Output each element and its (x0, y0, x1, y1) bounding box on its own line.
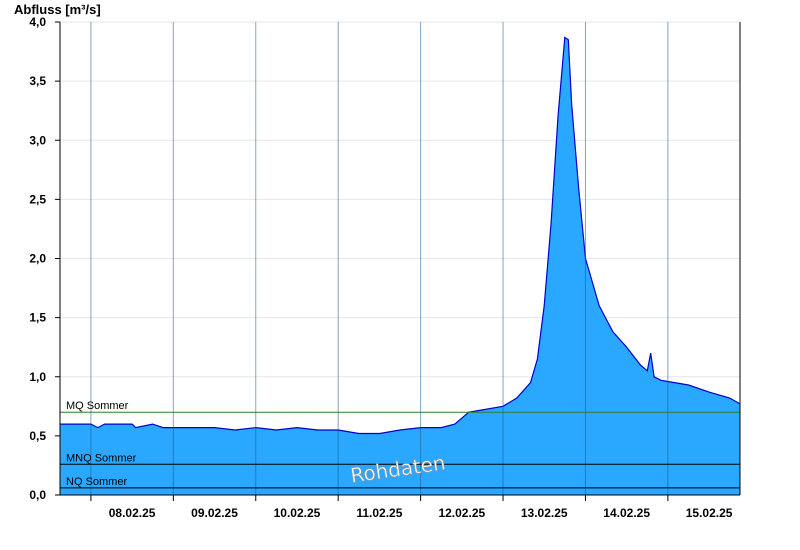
reference-line-label: NQ Sommer (66, 476, 127, 488)
y-tick-label: 1,5 (29, 311, 46, 325)
x-tick-label: 08.02.25 (109, 506, 156, 520)
axes (59, 22, 741, 501)
x-tick-labels: 08.02.25 09.02.25 10.02.25 11.02.25 12.02.25… (109, 506, 733, 520)
x-tick-label: 13.02.25 (521, 506, 568, 520)
y-axis-title: Abfluss [m³/s] (14, 2, 101, 17)
x-tick-label: 12.02.25 (438, 506, 485, 520)
y-tick-label: 0,5 (29, 429, 46, 443)
y-tick-label: 2,0 (29, 252, 46, 266)
reference-line-label: MQ Sommer (66, 400, 129, 412)
x-tick-label: 11.02.25 (356, 506, 402, 520)
x-tick-label: 14.02.25 (603, 506, 650, 520)
y-tick-label: 3,5 (29, 74, 46, 88)
y-tick-label: 2,5 (29, 192, 46, 206)
x-tick-label: 15.02.25 (686, 506, 733, 520)
discharge-area (60, 37, 740, 496)
y-tick-label: 1,0 (29, 370, 46, 384)
y-tick-label: 4,0 (29, 15, 46, 29)
discharge-line (60, 36, 741, 435)
discharge-series (60, 22, 741, 496)
y-tick-labels: 0,0 0,5 1,0 1,5 2,0 2,5 3,0 3,5 4,0 (29, 15, 46, 502)
x-tick-label: 10.02.25 (274, 506, 321, 520)
x-tick-label: 09.02.25 (191, 506, 238, 520)
reference-lines: MQ Sommer MNQ Sommer NQ Sommer (60, 400, 740, 489)
y-tick-label: 0,0 (29, 488, 46, 502)
reference-line-label: MNQ Sommer (66, 452, 137, 464)
y-tick-label: 3,0 (29, 133, 46, 147)
